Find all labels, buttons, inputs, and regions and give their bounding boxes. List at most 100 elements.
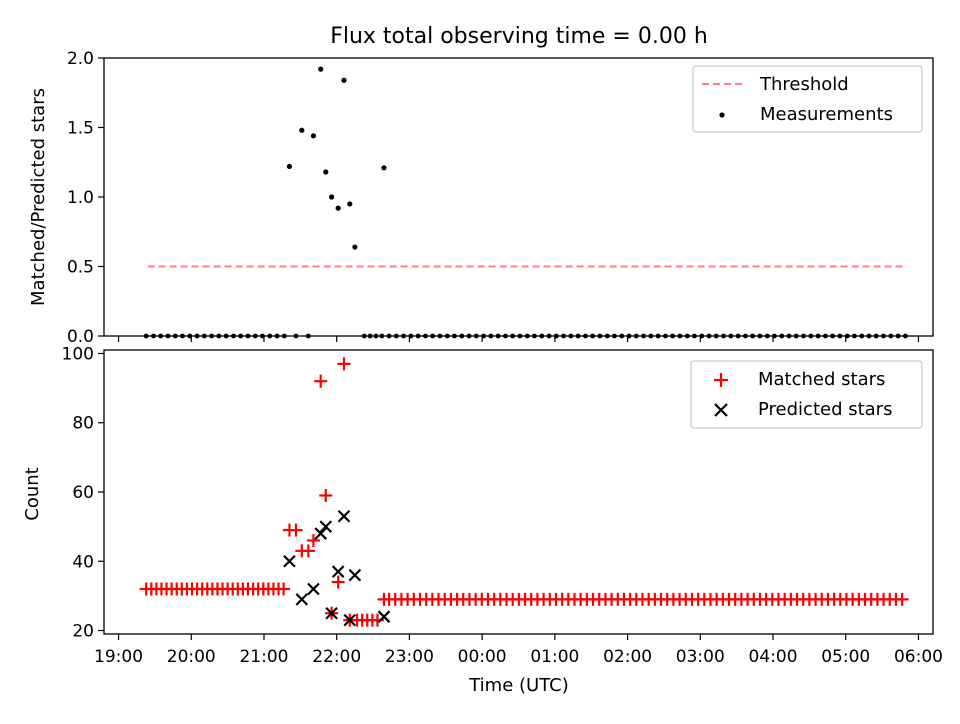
measurement-point — [329, 194, 335, 200]
measurement-point — [252, 333, 258, 339]
top-y-axis-label: Matched/Predicted stars — [28, 88, 49, 306]
measurement-point — [793, 333, 799, 339]
bottom-x-tick-label: 22:00 — [312, 647, 361, 667]
matched-star-point — [319, 488, 333, 502]
bottom-legend-frame — [690, 360, 923, 429]
predicted-star-point — [337, 509, 351, 523]
bottom-x-tick-label: 21:00 — [239, 647, 288, 667]
measurement-point — [524, 333, 530, 339]
measurement-point — [231, 333, 236, 339]
measurement-point — [286, 163, 293, 170]
bottom-x-axis-label: Time (UTC) — [468, 675, 569, 696]
matched-star-point — [314, 374, 328, 388]
measurement-point — [373, 333, 379, 339]
top-y-tick-label: 1.0 — [67, 188, 94, 208]
measurement-point — [844, 333, 850, 339]
measurement-point — [165, 333, 171, 339]
measurement-point — [895, 333, 901, 339]
measurement-point — [633, 333, 639, 339]
top-y-tick-label: 2.0 — [67, 49, 94, 69]
measurement-point — [352, 244, 358, 250]
measurement-point — [323, 169, 329, 175]
matched-star-point — [377, 592, 391, 606]
measurement-point — [532, 333, 537, 339]
measurement-point — [318, 66, 324, 72]
measurement-point — [223, 333, 229, 339]
measurement-point — [575, 333, 581, 339]
measurement-point — [473, 333, 479, 339]
measurement-point — [459, 333, 465, 339]
predicted-star-point — [348, 568, 362, 582]
measurement-point — [187, 333, 193, 339]
measurement-point — [293, 333, 299, 339]
measurement-point — [655, 333, 661, 339]
predicted-star-point — [343, 613, 357, 627]
bottom-x-tick-label: 19:00 — [94, 647, 143, 667]
measurement-point — [238, 333, 244, 339]
predicted-star-point — [377, 610, 391, 623]
legend-matched-plus-icon — [714, 373, 728, 387]
matched-star-point — [306, 533, 320, 547]
legend-predicted-label: Predicted stars — [758, 399, 892, 420]
measurement-point — [209, 333, 215, 339]
top-plot: 0.00.51.01.52.0 Matched/Predicted stars … — [28, 49, 934, 347]
measurement-point — [648, 333, 654, 339]
measurement-point — [260, 333, 265, 339]
measurement-point — [408, 333, 414, 339]
measurement-point — [808, 333, 814, 339]
measurement-point — [379, 333, 385, 339]
measurement-point — [481, 333, 486, 339]
measurement-point — [216, 333, 222, 339]
bottom-marks — [139, 357, 909, 627]
measurement-point — [267, 333, 273, 339]
top-y-tick-label: 0.5 — [67, 258, 94, 278]
predicted-star-point — [325, 606, 338, 620]
measurement-point — [583, 333, 588, 339]
measurement-point — [852, 333, 857, 339]
measurement-point — [495, 333, 501, 339]
legend-measurements-dot-icon — [719, 112, 725, 118]
measurement-point — [735, 333, 741, 339]
measurement-point — [757, 333, 763, 339]
measurement-point — [721, 333, 726, 339]
measurement-point — [815, 333, 821, 339]
top-y-axis: 0.0 0.5 1.0 1.5 2.0 — [67, 49, 104, 347]
measurement-point — [305, 333, 311, 339]
measurement-point — [612, 333, 617, 339]
measurement-point — [415, 333, 421, 339]
measurement-point — [801, 333, 806, 339]
measurement-point — [517, 333, 523, 339]
measurement-point — [367, 333, 373, 339]
measurement-point — [772, 333, 777, 339]
top-legend: Threshold Measurements — [692, 65, 923, 133]
bottom-x-tick-label: 02:00 — [603, 647, 652, 667]
predicted-star-point — [314, 527, 327, 540]
legend-matched-label: Matched stars — [758, 369, 885, 390]
measurement-point — [430, 333, 436, 339]
measurement-point — [452, 333, 457, 339]
bottom-x-tick-label: 01:00 — [530, 647, 579, 667]
bottom-y-tick-label: 100 — [62, 344, 94, 364]
measurement-point — [881, 333, 886, 339]
measurement-point — [503, 333, 508, 339]
measurement-point — [381, 165, 387, 171]
matched-star-point — [301, 544, 315, 558]
top-y-tick-label: 0.0 — [67, 327, 94, 347]
measurement-point — [194, 333, 200, 339]
measurement-point — [466, 333, 472, 339]
measurement-point — [590, 333, 596, 339]
measurement-point — [444, 333, 450, 339]
measurement-point — [830, 333, 836, 339]
bottom-y-tick-label: 60 — [72, 483, 94, 503]
bottom-y-tick-label: 80 — [72, 414, 94, 434]
measurement-point — [539, 333, 545, 339]
top-legend-frame — [692, 65, 923, 133]
matched-star-point — [277, 582, 291, 596]
measurement-point — [201, 333, 207, 339]
measurement-point — [546, 333, 552, 339]
measurement-point — [245, 333, 251, 339]
measurement-point — [568, 333, 574, 339]
predicted-star-point — [295, 593, 309, 606]
bottom-plot: 20 40 60 80 100 19:00 20:00 21:00 22:00 23:00 00:… — [22, 344, 943, 696]
